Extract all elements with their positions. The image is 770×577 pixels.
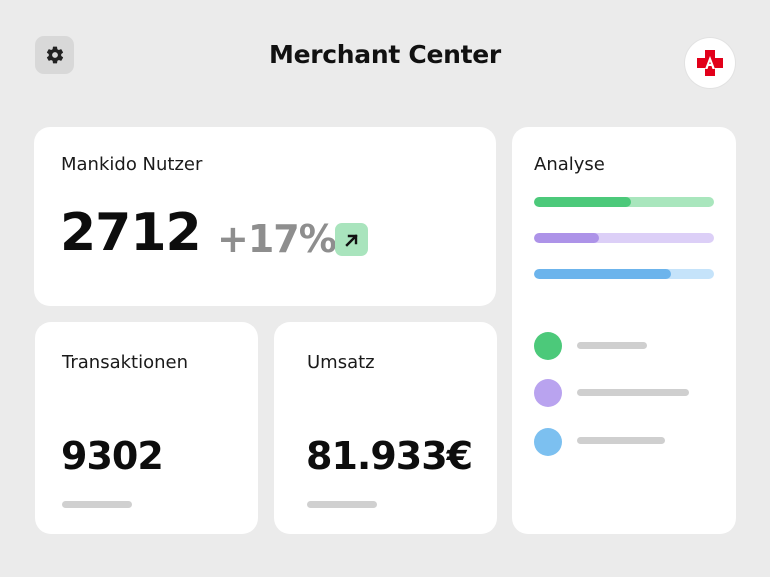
page-title: Merchant Center: [269, 40, 501, 69]
revenue-label: Umsatz: [307, 352, 375, 373]
legend-line: [577, 389, 689, 396]
users-card[interactable]: Mankido Nutzer 2712 +17%: [34, 127, 496, 306]
analysis-label: Analyse: [534, 154, 605, 175]
placeholder-line: [307, 501, 377, 508]
analysis-bar-fill: [534, 197, 632, 207]
revenue-card[interactable]: Umsatz 81.933€: [274, 322, 497, 534]
transactions-value: 9302: [61, 434, 164, 478]
settings-button[interactable]: [35, 36, 74, 74]
legend-dot-green: [534, 332, 562, 360]
analysis-bar-2: [534, 233, 714, 243]
revenue-value: 81.933€: [306, 434, 473, 478]
transactions-card[interactable]: Transaktionen 9302: [35, 322, 258, 534]
users-label: Mankido Nutzer: [61, 154, 203, 175]
placeholder-line: [62, 501, 132, 508]
transactions-label: Transaktionen: [62, 352, 188, 373]
legend-line: [577, 437, 665, 444]
analysis-card[interactable]: Analyse: [512, 127, 736, 534]
analysis-bar-fill: [534, 269, 671, 279]
analysis-bar-fill: [534, 233, 599, 243]
gear-icon: [46, 46, 63, 64]
legend-dot-purple: [534, 379, 562, 407]
brand-logo[interactable]: [685, 38, 735, 88]
users-growth: +17%: [217, 217, 337, 261]
apotheke-logo-icon: [697, 50, 723, 76]
users-value: 2712: [60, 203, 202, 263]
arrow-up-right-icon: [344, 233, 358, 247]
growth-badge: [335, 223, 368, 256]
analysis-bar-3: [534, 269, 714, 279]
legend-dot-blue: [534, 428, 562, 456]
analysis-bar-1: [534, 197, 714, 207]
legend-line: [577, 342, 647, 349]
